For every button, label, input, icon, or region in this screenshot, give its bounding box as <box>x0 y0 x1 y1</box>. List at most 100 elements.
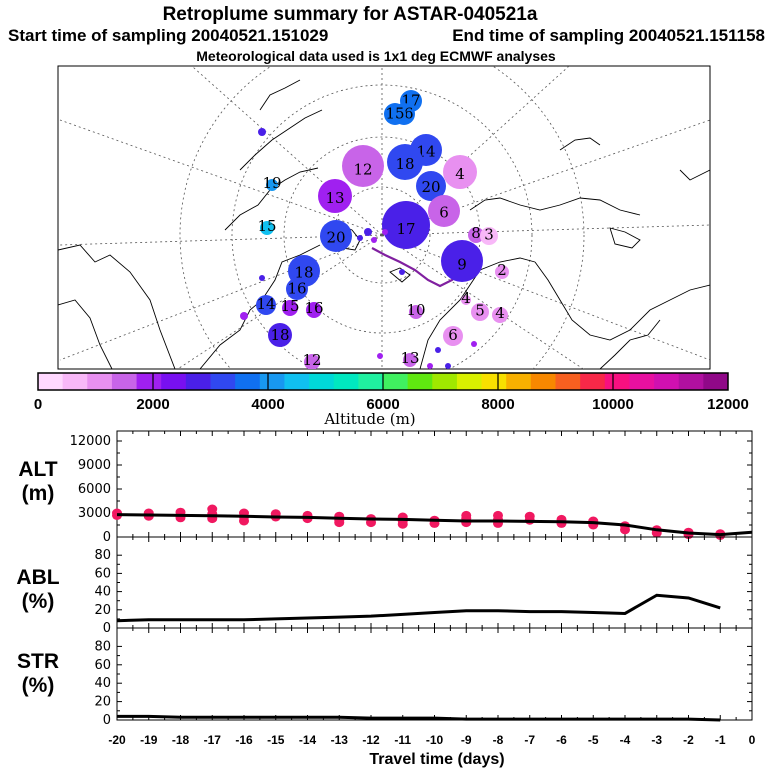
alt-panel-unit: (m) <box>22 482 55 505</box>
plume-cluster-label: 18 <box>270 326 289 344</box>
plume-cluster: 6 <box>443 326 463 346</box>
altitude-point <box>556 518 567 528</box>
altitude-colorbar: 0 2000 4000 6000 8000 10000 12000 Altitude (m) <box>34 372 749 428</box>
colorbar-cell <box>259 373 285 390</box>
altitude-mean-line <box>116 513 753 537</box>
colorbar-cell <box>432 373 458 390</box>
plume-cluster-label: 6 <box>439 203 449 221</box>
alt-panel-label: ALT <box>18 458 57 481</box>
plume-cluster-disc <box>471 303 489 321</box>
x-tick-label: -3 <box>651 733 662 747</box>
plume-cluster-disc <box>428 195 460 227</box>
plume-cluster-disc <box>318 179 352 213</box>
plume-cluster-disc <box>492 307 508 323</box>
plume-marker <box>371 237 377 243</box>
plume-cluster-disc <box>387 144 423 180</box>
plume-cluster: 6 <box>428 195 460 227</box>
plume-cluster-label: 4 <box>455 165 465 183</box>
plume-cluster-label: 20 <box>421 178 440 196</box>
plume-cluster-disc <box>461 295 471 305</box>
altitude-point <box>239 516 249 526</box>
abl-panel: ABL (%) 80 60 40 20 0 <box>16 536 753 636</box>
y-tick-label: 80 <box>94 548 111 563</box>
plume-cluster-label: 17 <box>396 220 415 238</box>
plume-cluster-label: 9 <box>457 255 467 273</box>
plume-cluster-disc <box>409 305 423 319</box>
plume-cluster-label: 3 <box>484 226 494 244</box>
plume-cluster: 9 <box>441 240 483 282</box>
y-tick-label: 60 <box>94 566 111 581</box>
plume-cluster-label: 16 <box>287 279 306 297</box>
colorbar-cell <box>235 373 261 390</box>
x-tick-label: -19 <box>140 733 158 747</box>
colorbar-cell <box>111 373 137 390</box>
colorbar-cell <box>678 373 704 390</box>
plume-cluster-disc <box>268 323 292 347</box>
x-axis-label: Travel time (days) <box>369 751 504 768</box>
x-tick-label: -2 <box>683 733 694 747</box>
x-tick-label: -5 <box>588 733 599 747</box>
colorbar-cell <box>185 373 211 390</box>
str-panel: STR (%) 80 60 40 20 0 <box>17 627 753 728</box>
plume-cluster-label: 2 <box>497 261 507 279</box>
plume-cluster: 18 <box>387 144 423 180</box>
abl-panel-unit: (%) <box>22 590 55 613</box>
colorbar-tick-label: 0 <box>34 396 42 413</box>
plume-cluster: 5 <box>471 302 489 321</box>
colorbar-cell <box>481 373 507 390</box>
colorbar-cell <box>309 373 335 390</box>
altitude-point <box>620 525 630 535</box>
colorbar-cell <box>629 373 655 390</box>
plume-cluster: 4 <box>461 289 471 307</box>
y-tick-label: 0 <box>103 530 111 545</box>
plume-cluster-label: 16 <box>304 299 323 317</box>
plume-marker <box>258 128 266 136</box>
plume-cluster-label: 19 <box>262 174 281 192</box>
x-tick-label: 0 <box>749 733 756 747</box>
colorbar-cell <box>580 373 606 390</box>
plume-cluster: 16 <box>286 278 308 300</box>
y-tick-label: 60 <box>94 658 111 673</box>
altitude-point <box>397 519 408 529</box>
x-tick-label: -16 <box>235 733 253 747</box>
plume-cluster: 4 <box>443 155 477 189</box>
plume-cluster-disc <box>342 145 384 187</box>
colorbar-cell <box>703 373 729 390</box>
plume-cluster-label: 15 <box>385 104 404 122</box>
plume-marker <box>427 363 433 369</box>
plume-marker <box>399 269 405 275</box>
y-tick-label: 9000 <box>78 458 111 473</box>
x-tick-label: -6 <box>556 733 567 747</box>
plume-cluster: 20 <box>320 220 352 252</box>
plume-cluster-label: 12 <box>353 160 372 178</box>
plume-cluster-label: 18 <box>395 155 414 173</box>
y-tick-label: 20 <box>94 695 111 710</box>
colorbar-cell <box>284 373 310 390</box>
x-tick-label: -9 <box>461 733 472 747</box>
plume-cluster: 13 <box>318 179 352 213</box>
plume-cluster-disc <box>382 201 430 249</box>
plume-cluster: 15 <box>257 217 276 235</box>
colorbar-label: Altitude (m) <box>323 410 415 428</box>
x-tick-label: -11 <box>394 733 411 747</box>
plume-cluster-disc <box>480 227 498 245</box>
plume-cluster: 4 <box>492 304 508 323</box>
plume-cluster: 10 <box>406 301 425 319</box>
plume-cluster-label: 15 <box>280 297 299 315</box>
x-tick-label: -12 <box>362 733 380 747</box>
plume-marker <box>382 229 388 235</box>
plume-cluster-label: 12 <box>302 351 321 369</box>
plume-cluster: 16 <box>304 299 324 318</box>
plume-cluster: 12 <box>302 351 322 369</box>
plume-marker <box>435 347 441 353</box>
met-data-label: Meteorological data used is 1x1 deg ECMW… <box>196 48 556 64</box>
plume-cluster-label: 5 <box>475 302 485 320</box>
plume-cluster-label: 20 <box>326 228 345 246</box>
plume-cluster-disc <box>256 295 276 315</box>
colorbar-tick-label: 6000 <box>366 396 399 413</box>
plume-cluster-disc <box>282 300 298 316</box>
plume-cluster-disc <box>403 353 417 367</box>
y-tick-label: 12000 <box>70 434 111 449</box>
colorbar-cell <box>333 373 359 390</box>
x-tick-label: -13 <box>331 733 349 747</box>
